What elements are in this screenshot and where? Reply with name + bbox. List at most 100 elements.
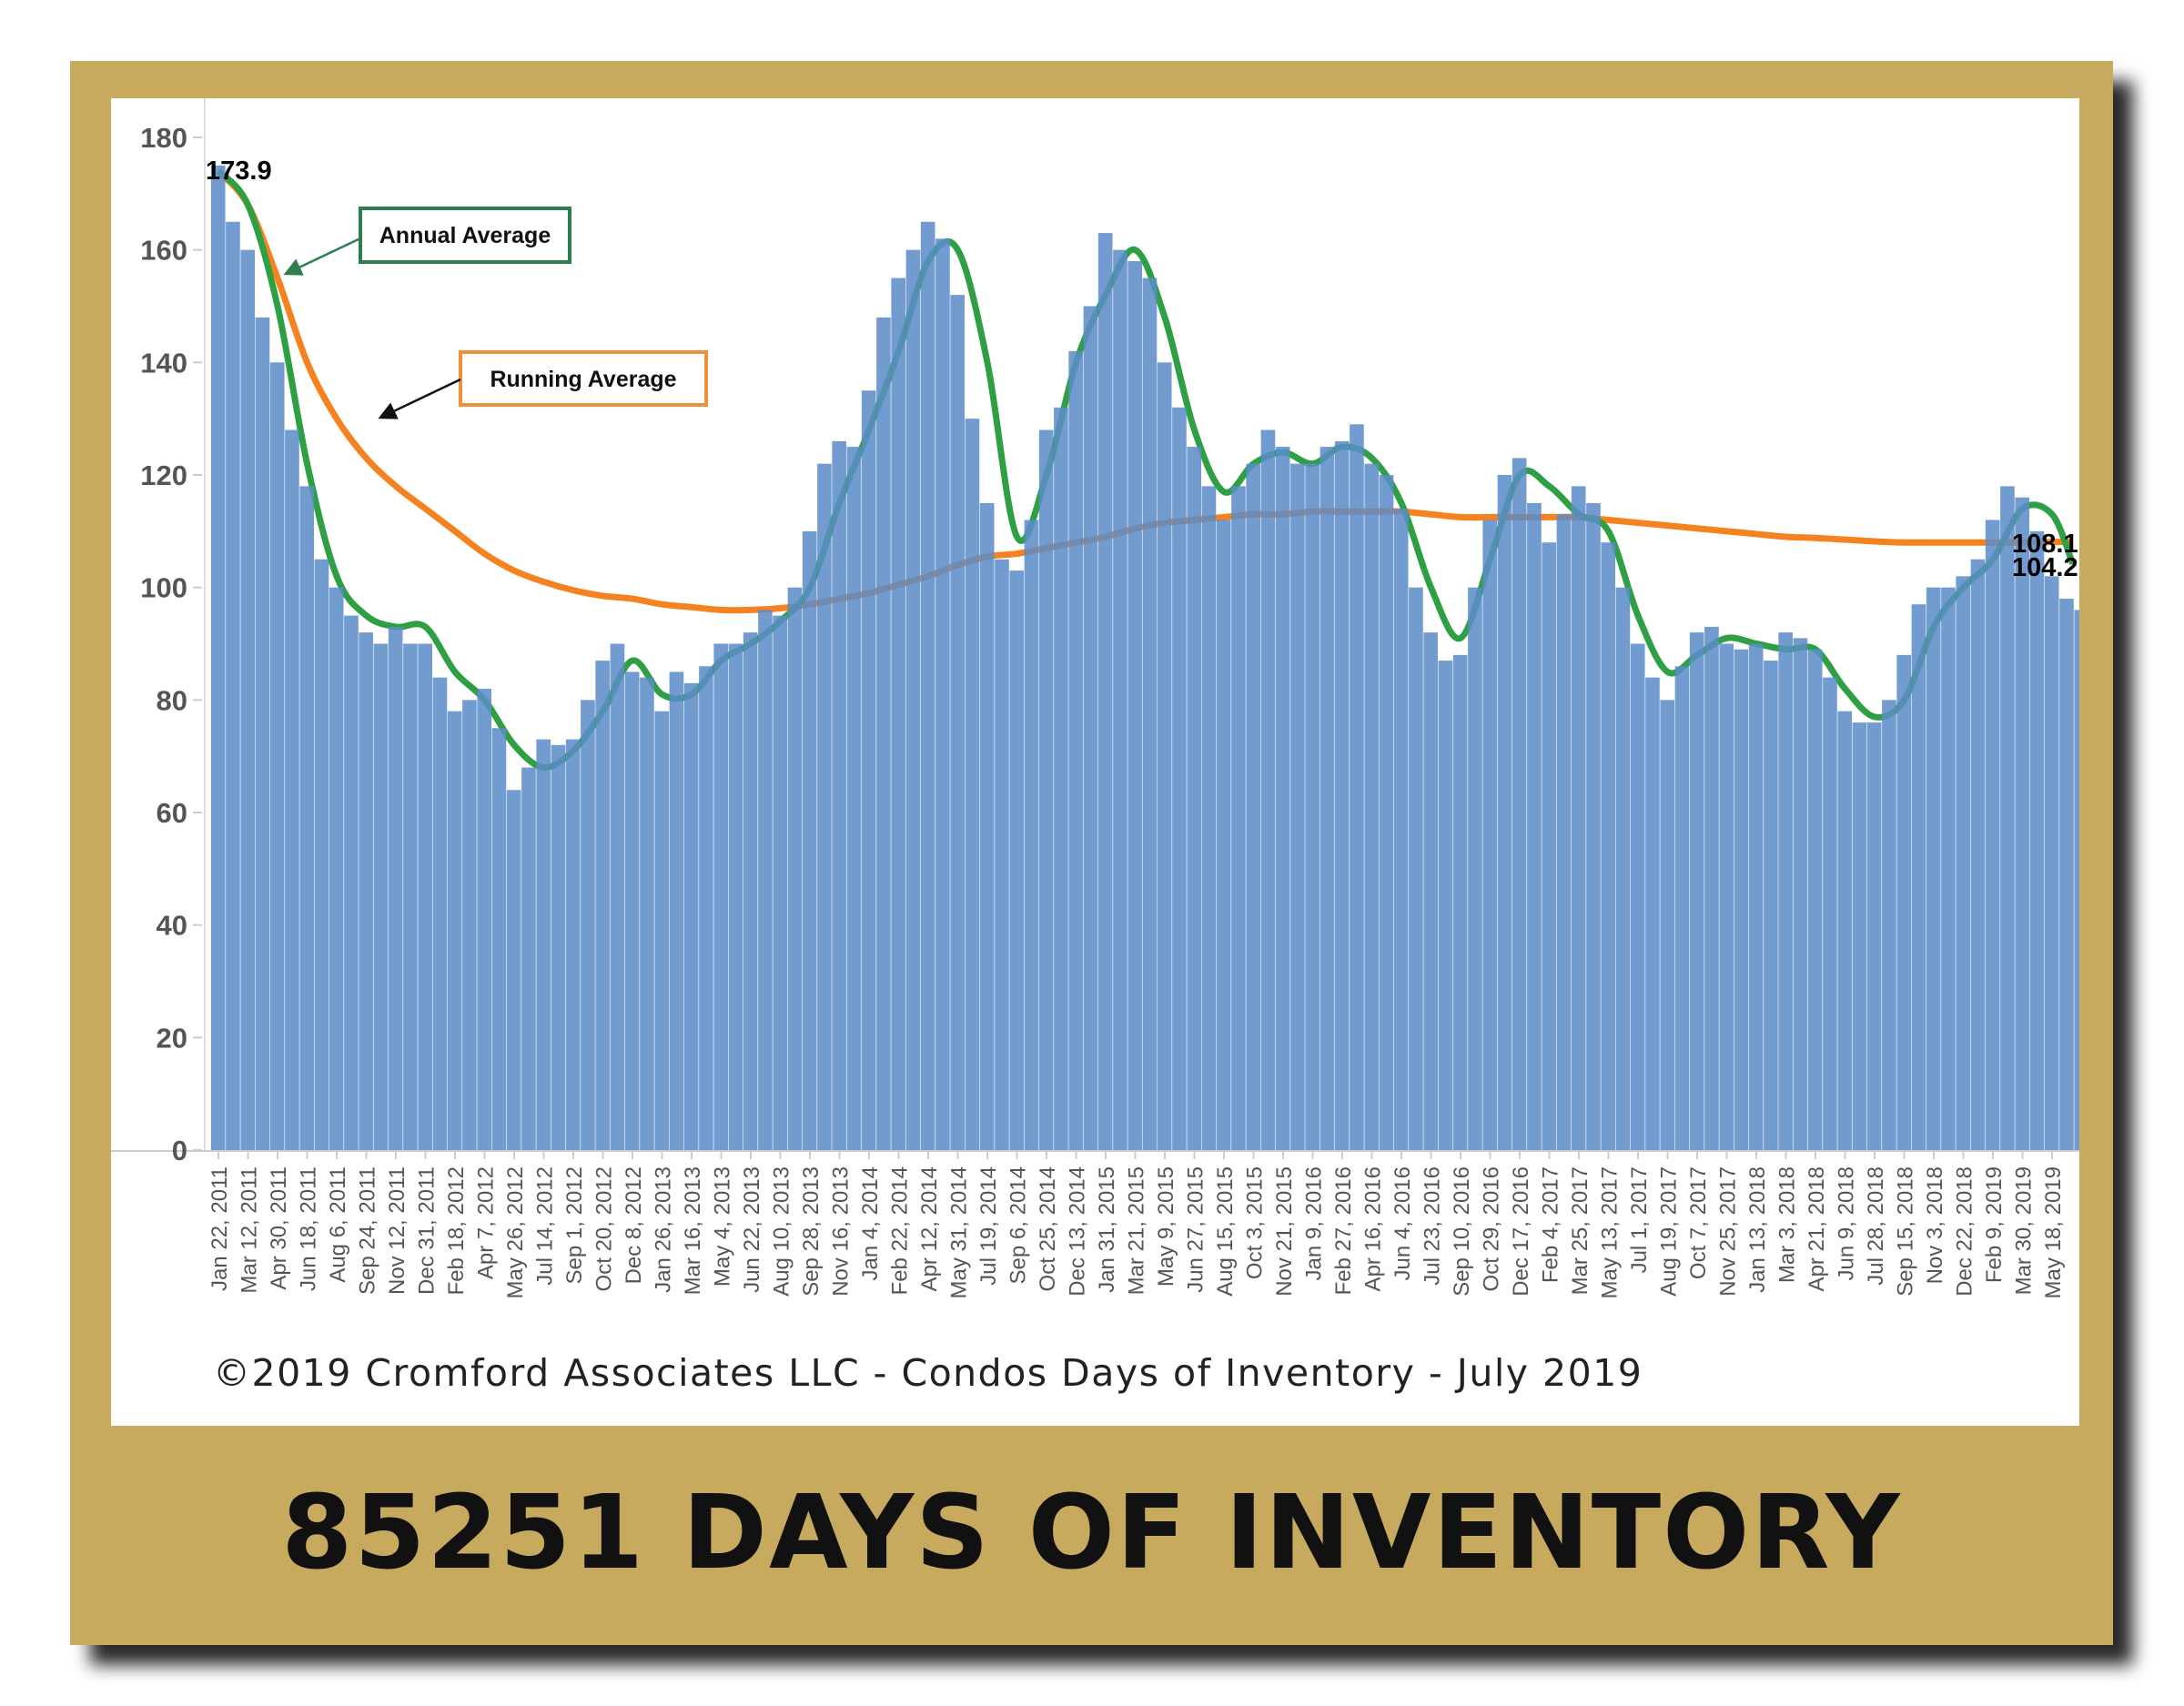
inventory-bar (1926, 587, 1941, 1150)
inventory-bar (2029, 530, 2045, 1150)
x-tick-label: Mar 21, 2015 (1125, 1166, 1149, 1295)
inventory-bar (1216, 520, 1231, 1150)
inventory-bar (447, 711, 462, 1150)
inventory-bar (1882, 700, 1896, 1150)
inventory-bar (1083, 306, 1098, 1150)
x-tick-label: Aug 15, 2015 (1213, 1166, 1238, 1297)
inventory-bar (1571, 486, 1586, 1150)
inventory-bar (1615, 587, 1631, 1150)
inventory-bar (1778, 632, 1794, 1150)
inventory-bar (1275, 447, 1290, 1150)
x-tick-label: May 18, 2019 (2041, 1166, 2066, 1298)
x-tick-label: May 13, 2017 (1598, 1166, 1623, 1298)
inventory-bar (1837, 711, 1853, 1150)
inventory-bar (1054, 407, 1068, 1150)
inventory-bar (1452, 654, 1468, 1150)
x-tick-label: Sep 10, 2016 (1450, 1166, 1474, 1297)
x-tick-label: Dec 17, 2016 (1509, 1166, 1533, 1297)
x-tick-label: Feb 22, 2014 (888, 1166, 913, 1295)
inventory-bar (1542, 542, 1557, 1150)
inventory-bar (1911, 604, 1926, 1150)
inventory-bar (1793, 638, 1808, 1150)
inventory-bar (610, 643, 625, 1150)
inventory-bar (240, 249, 256, 1151)
inventory-bar (713, 643, 729, 1150)
inventory-bar (1674, 666, 1690, 1150)
x-tick-label: Apr 30, 2011 (267, 1166, 291, 1290)
inventory-bar (1689, 632, 1704, 1150)
inventory-bar (359, 632, 374, 1150)
inventory-bar (1556, 514, 1572, 1150)
inventory-bar (1157, 362, 1172, 1150)
x-tick-label: Mar 3, 2018 (1775, 1166, 1800, 1283)
x-tick-label: Oct 3, 2015 (1243, 1166, 1268, 1279)
x-tick-label: Jul 23, 2016 (1421, 1166, 1445, 1286)
inventory-bar (758, 610, 773, 1150)
inventory-bar (1364, 463, 1380, 1151)
inventory-bar (995, 559, 1009, 1150)
x-tick-label: Jun 27, 2015 (1184, 1166, 1208, 1293)
inventory-bar (1823, 677, 1837, 1150)
y-tick-label: 140 (140, 347, 187, 379)
x-tick-label: Oct 7, 2017 (1686, 1166, 1711, 1279)
inventory-bar (1512, 458, 1527, 1150)
x-tick-label: Dec 22, 2018 (1953, 1166, 1977, 1297)
inventory-bar (905, 249, 921, 1151)
x-tick-label: Mar 25, 2017 (1568, 1166, 1592, 1295)
x-tick-label: Feb 9, 2019 (1982, 1166, 2007, 1283)
inventory-bar (1497, 475, 1512, 1150)
end-running-average-label: 108.1 (2012, 530, 2078, 559)
inventory-bar (1956, 576, 1971, 1150)
y-tick-label: 60 (157, 797, 187, 829)
x-tick-label: Apr 7, 2012 (474, 1166, 499, 1279)
inventory-bar (314, 559, 329, 1150)
inventory-bar (1172, 407, 1187, 1150)
y-tick-label: 40 (157, 910, 187, 942)
inventory-bar (1187, 447, 1202, 1150)
inventory-bar (581, 700, 595, 1150)
inventory-bar (1113, 249, 1127, 1151)
inventory-bar (285, 429, 299, 1150)
inventory-bar (521, 767, 536, 1150)
inventory-bar (1409, 587, 1423, 1150)
y-tick-label: 0 (172, 1135, 187, 1166)
inventory-bar (1231, 486, 1246, 1150)
inventory-bar (210, 165, 226, 1151)
inventory-bar (1719, 643, 1734, 1150)
inventory-bar (1482, 520, 1498, 1150)
inventory-bar (876, 317, 891, 1150)
inventory-bar (861, 390, 876, 1150)
copyright-caption: ©2019 Cromford Associates LLC - Condos D… (213, 1351, 1643, 1395)
start-value-label: 173.9 (206, 156, 272, 186)
page-title: 85251 DAYS OF INVENTORY (281, 1474, 1902, 1592)
x-tick-label: Apr 12, 2014 (917, 1166, 942, 1291)
inventory-bar (669, 671, 684, 1150)
running-average-label: Running Average (490, 367, 676, 392)
inventory-bar (1660, 700, 1675, 1150)
inventory-bar (551, 744, 566, 1150)
inventory-bar (299, 486, 315, 1150)
inventory-bar (1334, 440, 1350, 1150)
x-tick-label: Aug 6, 2011 (326, 1166, 350, 1283)
inventory-bar (1734, 649, 1749, 1150)
inventory-bar (1320, 447, 1335, 1150)
inventory-bar (1142, 278, 1158, 1150)
inventory-bar (491, 728, 507, 1150)
y-tick-label: 80 (157, 684, 187, 716)
x-tick-label: Jul 28, 2018 (1864, 1166, 1888, 1286)
annual-average-arrow-icon (283, 237, 361, 276)
inventory-bar (1438, 661, 1453, 1150)
inventory-bar (654, 711, 670, 1150)
inventory-bar (640, 677, 654, 1150)
inventory-bar (388, 626, 403, 1150)
x-tick-label: Dec 31, 2011 (415, 1166, 440, 1295)
x-tick-label: Sep 28, 2013 (799, 1166, 824, 1297)
inventory-bar (920, 221, 935, 1150)
inventory-bar (1852, 722, 1867, 1150)
x-tick-label: May 9, 2015 (1154, 1166, 1178, 1287)
x-tick-label: Feb 27, 2016 (1331, 1166, 1356, 1295)
inventory-bar (2044, 576, 2059, 1150)
inventory-bar (1527, 502, 1542, 1150)
x-tick-label: Jul 19, 2014 (976, 1166, 1001, 1286)
